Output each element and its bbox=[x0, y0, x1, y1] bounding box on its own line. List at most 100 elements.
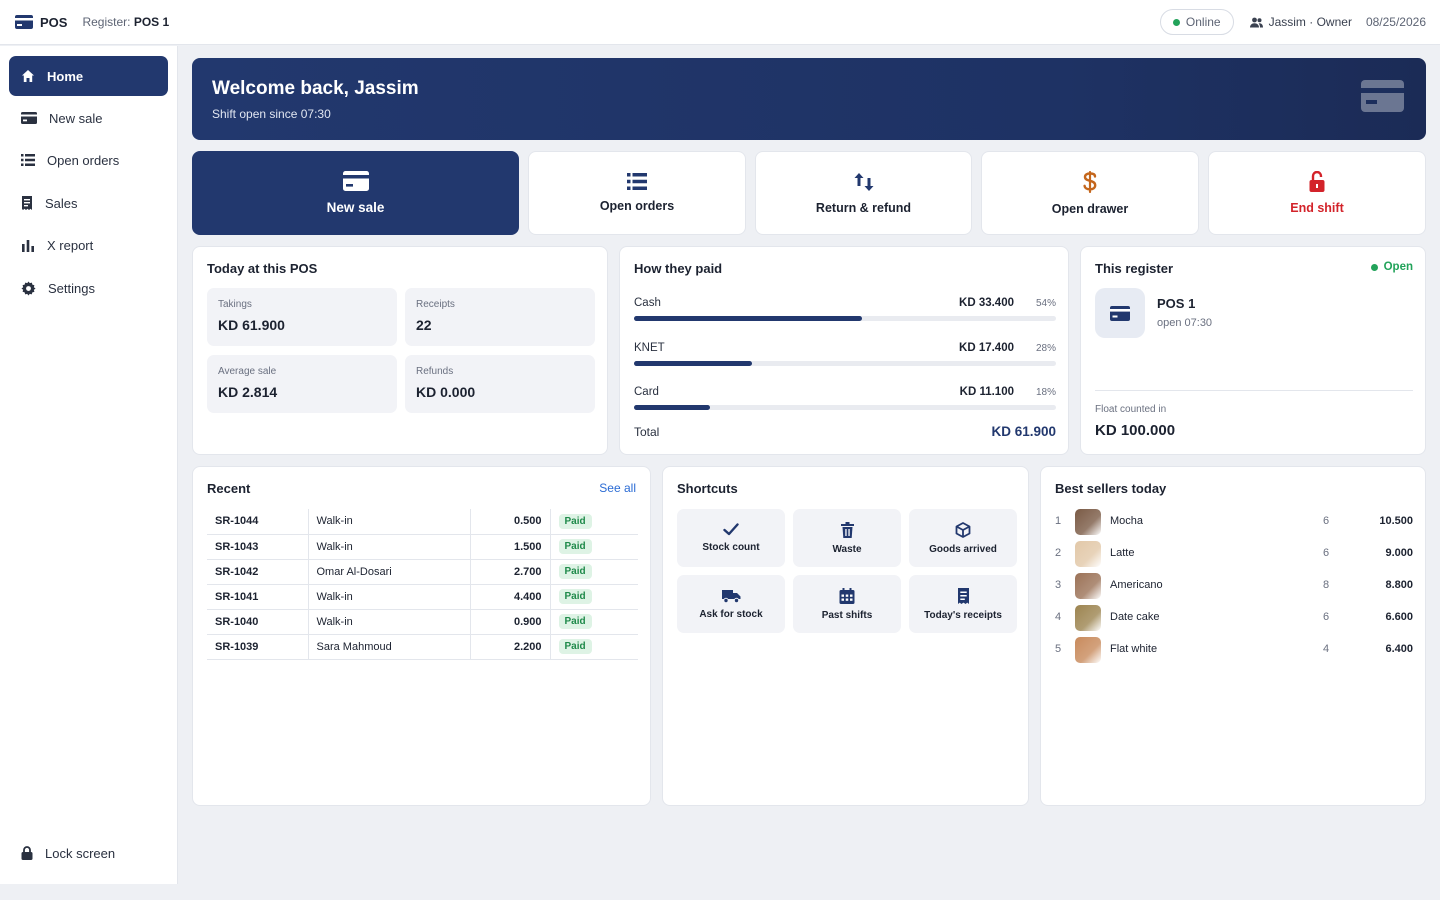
divider bbox=[1095, 390, 1413, 391]
list-item: 4 Date cake 6 6.600 bbox=[1055, 605, 1413, 631]
product-revenue: 6.600 bbox=[1385, 611, 1413, 623]
card-title: Best sellers today bbox=[1055, 481, 1167, 496]
todays-receipts-shortcut[interactable]: Today's receipts bbox=[909, 575, 1017, 633]
welcome-banner: Welcome back, Jassim Shift open since 07… bbox=[192, 58, 1426, 140]
card-title: Today at this POS bbox=[207, 261, 318, 276]
sale-id: SR-1043 bbox=[207, 534, 309, 560]
rank-number: 1 bbox=[1055, 515, 1062, 527]
product-quantity: 6 bbox=[1323, 611, 1330, 623]
list-item: 2 Latte 6 9.000 bbox=[1055, 541, 1413, 567]
product-revenue: 6.400 bbox=[1385, 643, 1413, 655]
product-quantity: 6 bbox=[1323, 547, 1330, 559]
dollar-icon bbox=[1083, 170, 1097, 193]
receipt-icon bbox=[957, 587, 969, 604]
gear-icon bbox=[21, 280, 36, 296]
progress-fill bbox=[634, 316, 862, 321]
payment-percent: 18% bbox=[1035, 387, 1056, 398]
progress-track bbox=[634, 316, 1056, 321]
card-icon bbox=[15, 15, 33, 29]
status-badge: Paid bbox=[558, 513, 592, 529]
customer-name: Walk-in bbox=[308, 509, 471, 535]
stock-count-shortcut[interactable]: Stock count bbox=[677, 509, 785, 567]
goods-arrived-shortcut[interactable]: Goods arrived bbox=[909, 509, 1017, 567]
table-row[interactable]: SR-1041 Walk-in 4.400 Paid bbox=[207, 584, 638, 610]
payment-method: Cash bbox=[634, 297, 661, 309]
sidebar-item-sales[interactable]: Sales bbox=[9, 183, 168, 223]
payment-method: Card bbox=[634, 386, 659, 398]
stat-label: Takings bbox=[218, 299, 252, 310]
receipts-stat: Receipts 22 bbox=[405, 288, 595, 346]
stat-value: KD 61.900 bbox=[218, 317, 285, 333]
shortcut-label: Ask for stock bbox=[699, 608, 763, 620]
payment-total: Total KD 61.900 bbox=[634, 424, 1056, 439]
card-title: Shortcuts bbox=[677, 481, 738, 496]
best-sellers-card: Best sellers today 1 Mocha 6 10.500 2 La… bbox=[1040, 466, 1426, 806]
customer-name: Omar Al-Dosari bbox=[308, 559, 471, 585]
sale-amount: 2.200 bbox=[470, 634, 551, 660]
recent-sales-card: Recent See all SR-1044 Walk-in 0.500 Pai… bbox=[192, 466, 651, 806]
waste-shortcut[interactable]: Waste bbox=[793, 509, 901, 567]
status-badge: Paid bbox=[558, 589, 592, 604]
table-row[interactable]: SR-1040 Walk-in 0.900 Paid bbox=[207, 609, 638, 635]
action-label: Open orders bbox=[599, 199, 675, 213]
sidebar-item-settings[interactable]: Settings bbox=[9, 268, 168, 308]
progress-track bbox=[634, 361, 1056, 366]
sale-id: SR-1042 bbox=[207, 559, 309, 585]
check-icon bbox=[723, 523, 739, 536]
total-value: KD 61.900 bbox=[991, 424, 1056, 439]
total-label: Total bbox=[634, 425, 660, 439]
past-shifts-shortcut[interactable]: Past shifts bbox=[793, 575, 901, 633]
sidebar-item-new-sale[interactable]: New sale bbox=[9, 98, 168, 138]
end-shift-button[interactable]: End shift bbox=[1208, 151, 1426, 235]
product-revenue: 8.800 bbox=[1385, 579, 1413, 591]
status-badge: Paid bbox=[558, 639, 592, 654]
open-orders-button[interactable]: Open orders bbox=[528, 151, 746, 235]
progress-track bbox=[634, 405, 1056, 410]
customer-name: Walk-in bbox=[308, 584, 471, 610]
register-open-time: open 07:30 bbox=[1157, 317, 1213, 329]
shortcuts-card: Shortcuts Stock count Waste Goods arrive… bbox=[662, 466, 1029, 806]
card-title: How they paid bbox=[634, 261, 723, 276]
sale-id: SR-1040 bbox=[207, 609, 309, 635]
sidebar-item-label: New sale bbox=[49, 110, 103, 126]
progress-fill bbox=[634, 405, 710, 410]
list-item: 1 Mocha 6 10.500 bbox=[1055, 509, 1413, 535]
register-name: POS 1 bbox=[1157, 296, 1196, 311]
open-drawer-button[interactable]: Open drawer bbox=[981, 151, 1199, 235]
table-row[interactable]: SR-1044 Walk-in 0.500 Paid bbox=[207, 509, 638, 535]
table-row[interactable]: SR-1039 Sara Mahmoud 2.200 Paid bbox=[207, 634, 638, 660]
card-icon bbox=[1110, 305, 1130, 321]
register-avatar bbox=[1095, 288, 1145, 338]
lock-screen-button[interactable]: Lock screen bbox=[9, 833, 168, 873]
list-icon bbox=[21, 154, 35, 166]
sidebar-item-x-report[interactable]: X report bbox=[9, 225, 168, 265]
action-label: End shift bbox=[1290, 201, 1344, 215]
list-item: 5 Flat white 4 6.400 bbox=[1055, 637, 1413, 663]
sidebar-item-open-orders[interactable]: Open orders bbox=[9, 140, 168, 180]
product-name: Latte bbox=[1110, 547, 1135, 559]
ask-for-stock-shortcut[interactable]: Ask for stock bbox=[677, 575, 785, 633]
payment-amount: KD 33.400 bbox=[959, 297, 1014, 309]
float-value: KD 100.000 bbox=[1095, 422, 1176, 439]
online-status-badge: Online bbox=[1159, 9, 1234, 35]
card-icon bbox=[1361, 80, 1404, 112]
top-bar: POS Register: POS 1 Online Jassim · Owne… bbox=[0, 0, 1440, 45]
action-label: New sale bbox=[326, 200, 385, 215]
current-date: 08/25/2026 bbox=[1365, 15, 1426, 29]
product-thumbnail bbox=[1075, 637, 1101, 663]
payment-amount: KD 11.100 bbox=[959, 386, 1014, 398]
product-revenue: 9.000 bbox=[1385, 547, 1413, 559]
see-all-link[interactable]: See all bbox=[599, 481, 636, 495]
new-sale-button[interactable]: New sale bbox=[192, 151, 519, 235]
return-refund-button[interactable]: Return & refund bbox=[755, 151, 972, 235]
product-name: Americano bbox=[1110, 579, 1163, 591]
user-menu[interactable]: Jassim · Owner bbox=[1249, 15, 1352, 29]
table-row[interactable]: SR-1042 Omar Al-Dosari 2.700 Paid bbox=[207, 559, 638, 585]
card-title: Recent bbox=[207, 481, 251, 496]
payment-row-cash: Cash KD 33.400 54% bbox=[634, 297, 1056, 327]
table-row[interactable]: SR-1043 Walk-in 1.500 Paid bbox=[207, 534, 638, 560]
sidebar-item-home[interactable]: Home bbox=[9, 56, 168, 96]
status-cell: Paid bbox=[550, 559, 638, 585]
rank-number: 2 bbox=[1055, 547, 1062, 559]
shortcut-label: Waste bbox=[832, 543, 862, 555]
